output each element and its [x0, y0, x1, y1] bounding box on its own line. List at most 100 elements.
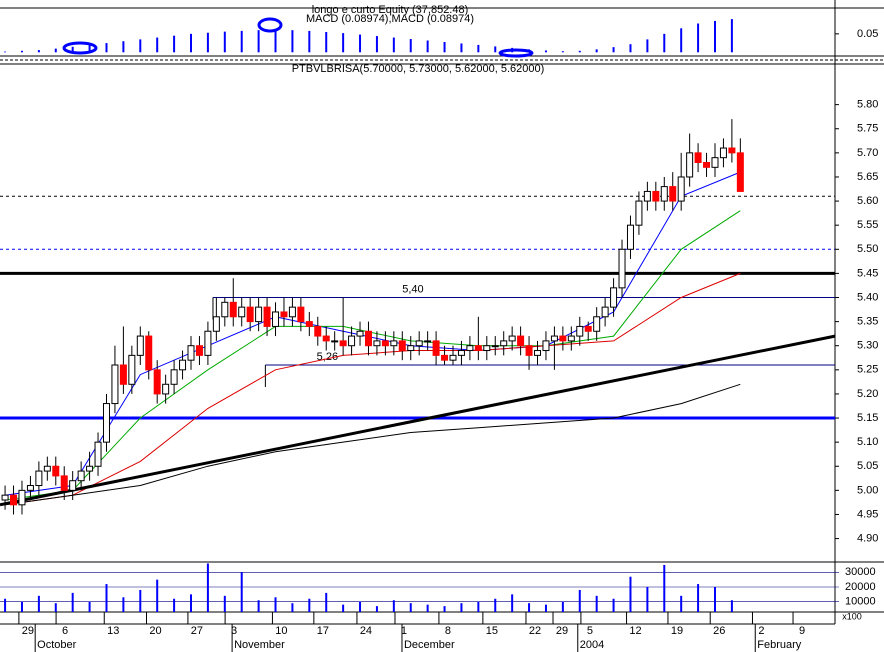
y-tick-label: 5.30	[857, 340, 878, 352]
candle-body	[373, 340, 381, 347]
candle-body	[567, 335, 575, 342]
candle-body	[457, 350, 465, 356]
x-tick-label: 1	[401, 625, 407, 637]
candle-body	[331, 340, 339, 343]
candle-body	[432, 340, 440, 356]
macd-subtitle: MACD (0.08974),MACD (0.08974)	[306, 13, 474, 25]
candle-body	[195, 345, 203, 356]
candle-body	[703, 162, 711, 168]
y-tick-label: 5.50	[857, 243, 878, 255]
candle-body	[491, 345, 499, 348]
y-tick-label: 5.10	[857, 436, 878, 448]
candle-body	[18, 489, 26, 506]
candle-body	[297, 306, 305, 323]
candle-body	[728, 147, 736, 154]
candle-body	[508, 335, 516, 342]
candle-body	[517, 335, 525, 347]
candle-body	[601, 306, 609, 318]
candle-body	[77, 470, 85, 482]
y-tick-label: 5.80	[857, 99, 878, 111]
y-tick-label: 5.35	[857, 316, 878, 328]
indicator-line	[0, 334, 836, 507]
y-tick-label: 5.65	[857, 171, 878, 183]
candle-body	[348, 335, 356, 347]
x-tick-label: 19	[671, 625, 683, 637]
candle-body	[474, 345, 482, 352]
candle-body	[398, 340, 406, 352]
chart-title: PTBVLBRISA(5.70000, 5.73000, 5.62000, 5.…	[292, 63, 545, 75]
candle-body	[119, 364, 127, 385]
y-tick-label: 5.00	[857, 484, 878, 496]
candle-body	[626, 224, 634, 250]
candle-body	[60, 475, 68, 491]
annotation-ellipse	[257, 17, 283, 33]
candle-body	[102, 403, 110, 443]
candle-body	[255, 306, 263, 323]
y-tick-label: 5.60	[857, 195, 878, 207]
candle-body	[525, 345, 533, 356]
volume-unit: x100	[842, 611, 862, 621]
y-tick-label: 10000	[845, 596, 876, 608]
candle-body	[711, 157, 719, 168]
x-tick-label: 8	[445, 625, 451, 637]
x-tick-label: 13	[107, 625, 119, 637]
candle-body	[686, 152, 694, 178]
candle-body	[162, 383, 170, 395]
y-tick-label: 5.25	[857, 364, 878, 376]
candle-body	[415, 340, 423, 347]
candle-body	[584, 325, 592, 332]
x-tick-label: 17	[317, 625, 329, 637]
candle-body	[610, 287, 618, 308]
candle-body	[179, 359, 187, 371]
indicator-line	[5, 383, 741, 506]
candle-body	[246, 306, 254, 323]
candle-body	[576, 325, 584, 337]
candle-body	[356, 330, 364, 337]
annotation-ellipse	[498, 48, 534, 58]
candle-body	[736, 152, 744, 192]
y-tick-label: 5.70	[857, 147, 878, 159]
candle-body	[364, 330, 372, 347]
candle-body	[441, 354, 449, 361]
candle-body	[322, 335, 330, 342]
y-tick-label: 4.95	[857, 508, 878, 520]
candle-body	[694, 152, 702, 164]
y-tick-label: 20000	[845, 581, 876, 593]
x-tick-label: 29	[556, 625, 568, 637]
candle-body	[719, 147, 727, 159]
candle-body	[643, 190, 651, 202]
candle-body	[652, 190, 660, 202]
candle-body	[94, 441, 102, 467]
candle-body	[52, 465, 60, 477]
candle-body	[500, 340, 508, 347]
y-tick-label: 4.90	[857, 532, 878, 544]
candle-body	[534, 350, 542, 356]
candle-body	[212, 316, 220, 332]
candle-body	[407, 345, 415, 352]
candle-body	[618, 248, 626, 289]
month-label: 2004	[580, 639, 604, 651]
candle-body	[238, 306, 246, 318]
candle-body	[550, 335, 558, 342]
x-tick-label: 20	[149, 625, 161, 637]
x-tick-label: 22	[529, 625, 541, 637]
y-tick-label: 5.20	[857, 388, 878, 400]
candle-body	[263, 306, 271, 327]
candle-body	[660, 186, 668, 202]
candle-body	[559, 335, 567, 342]
candle-body	[10, 494, 18, 506]
y-tick-label: 5.05	[857, 460, 878, 472]
candle-body	[314, 325, 322, 337]
candle-body	[466, 345, 474, 352]
candle-body	[187, 345, 195, 361]
x-tick-label: 27	[191, 625, 203, 637]
candle-body	[229, 301, 237, 318]
candle-body	[136, 335, 144, 356]
candle-body	[542, 340, 550, 352]
candle-body	[86, 465, 94, 472]
candle-body	[677, 176, 685, 202]
x-tick-label: 5	[587, 625, 593, 637]
x-tick-label: 2	[758, 625, 764, 637]
